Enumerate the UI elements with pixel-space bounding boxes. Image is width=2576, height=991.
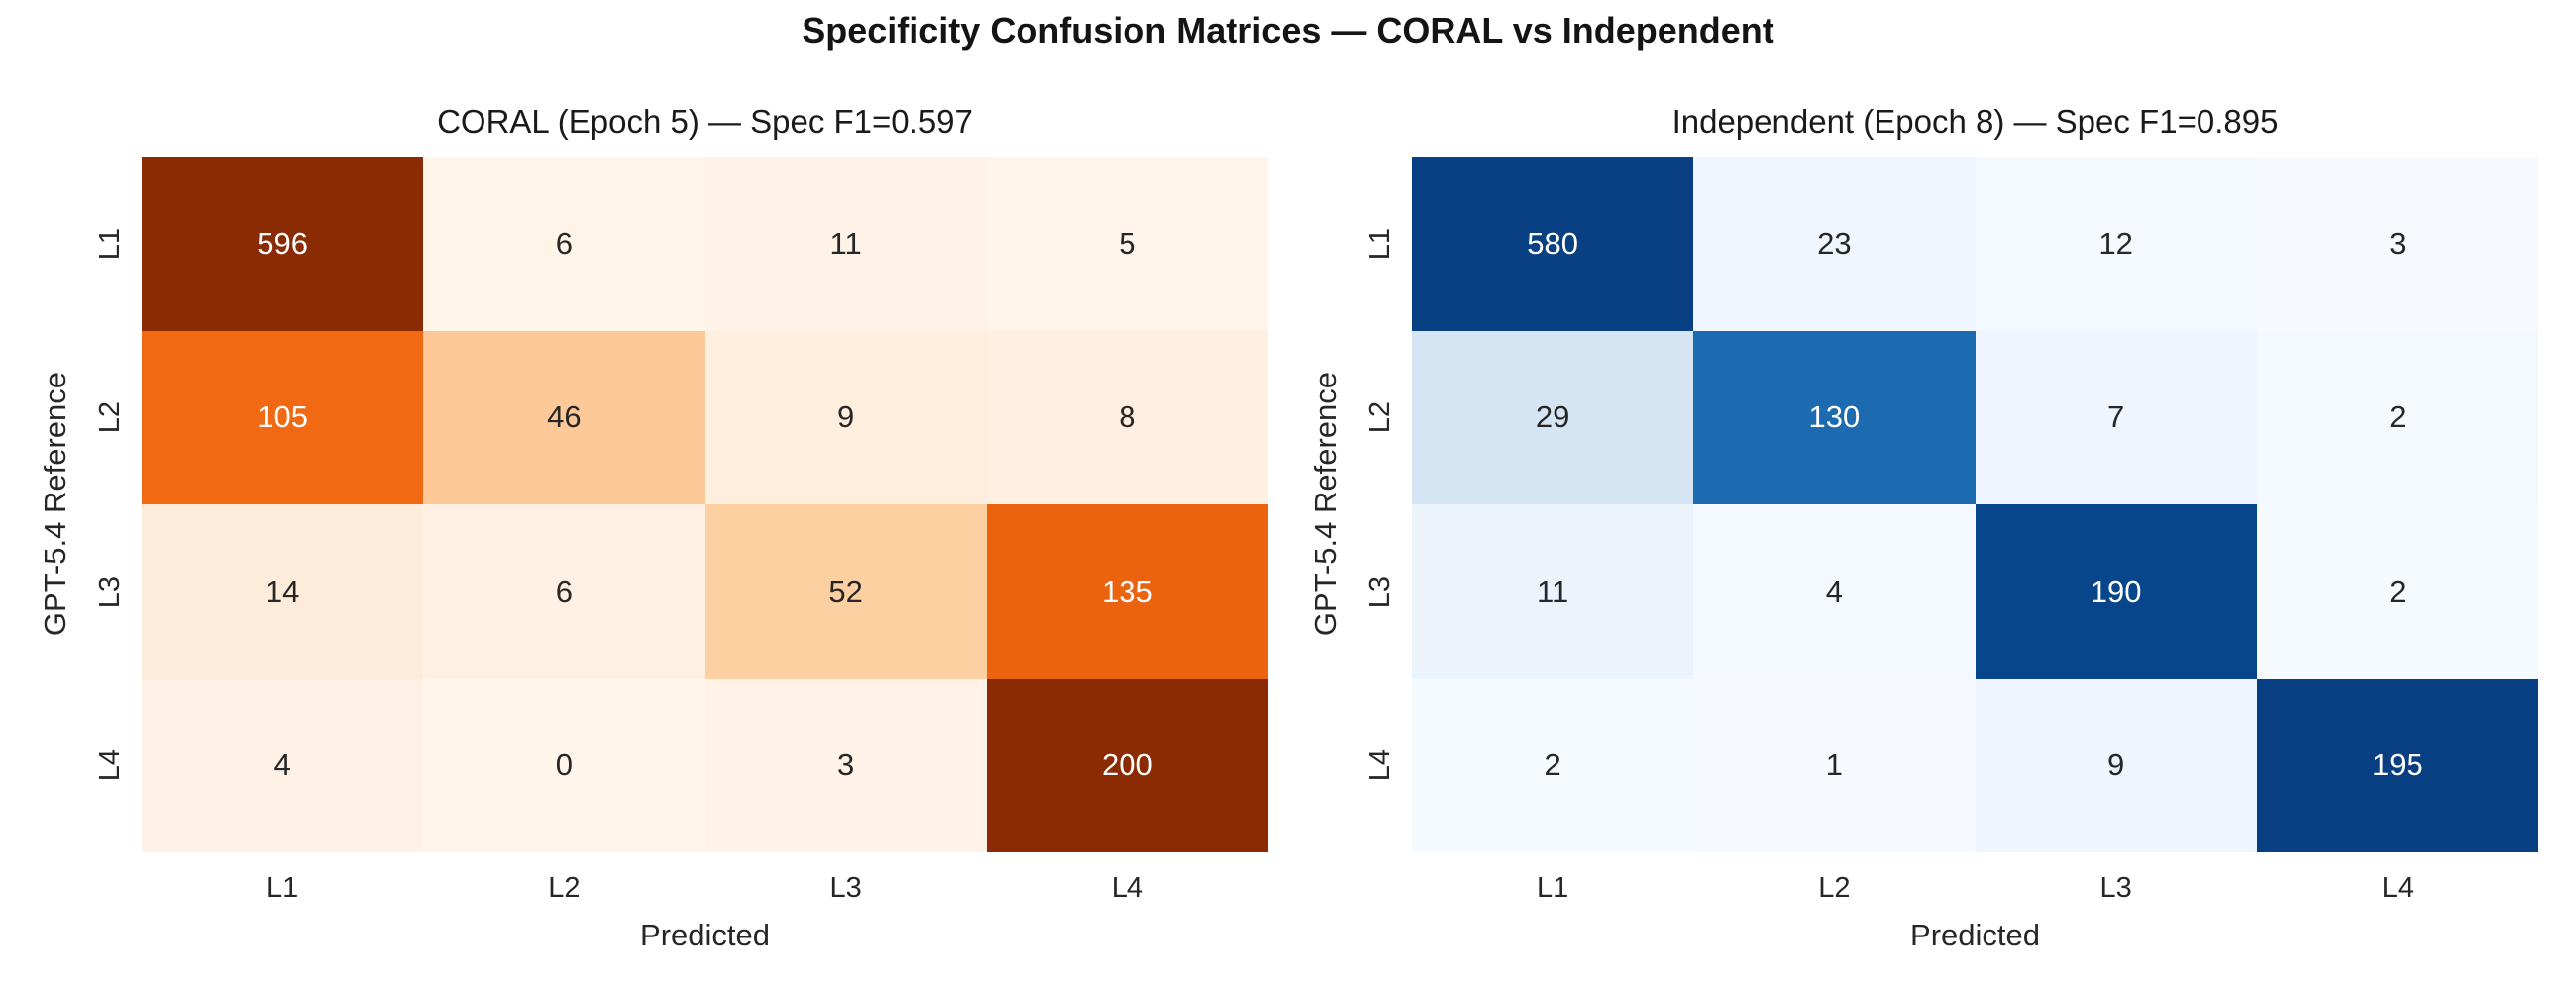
- heatmap-cell: 9: [704, 330, 987, 504]
- heatmap-cell: 5: [986, 157, 1268, 331]
- heatmap-cell: 195: [2256, 678, 2538, 852]
- heatmap-cell: 2: [2256, 330, 2538, 504]
- heatmap-cell: 3: [704, 678, 987, 852]
- heatmap-cell: 29: [1412, 330, 1694, 504]
- heatmap-cell: 105: [142, 330, 424, 504]
- y-tick-label: L1: [93, 227, 126, 260]
- heatmap-cell: 14: [142, 504, 424, 679]
- heatmap-cell: 4: [142, 678, 424, 852]
- x-tick-label: L2: [548, 872, 581, 904]
- y-tick: L3: [1357, 504, 1403, 679]
- y-tick: L1: [1357, 157, 1403, 331]
- heatmap-cell: 6: [423, 157, 705, 331]
- independent-confusion-heatmap: 580 23 12 3 29 130 7 2 11 4 190 2 2 1 9 …: [1412, 157, 2538, 852]
- heatmap-cell: 52: [704, 504, 987, 679]
- coral-y-tick-labels: L1 L2 L3 L4: [87, 157, 133, 852]
- heatmap-cell: 9: [1975, 678, 2257, 852]
- heatmap-cell: 200: [986, 678, 1268, 852]
- x-tick-label: L4: [2381, 872, 2414, 904]
- coral-y-axis-label-box: GPT-5.4 Reference: [34, 157, 77, 852]
- heatmap-cell: 11: [1412, 504, 1694, 679]
- heatmap-cell: 596: [142, 157, 424, 331]
- figure-title: Specificity Confusion Matrices — CORAL v…: [802, 10, 1774, 51]
- y-tick: L1: [87, 157, 133, 331]
- x-tick-label: L3: [829, 872, 862, 904]
- y-tick-label: L2: [93, 401, 126, 434]
- coral-panel-title: CORAL (Epoch 5) — Spec F1=0.597: [437, 103, 973, 140]
- heatmap-cell: 2: [2256, 504, 2538, 679]
- y-tick: L2: [1357, 331, 1403, 505]
- y-tick-label: L1: [1363, 227, 1396, 260]
- coral-x-axis-label: Predicted: [640, 918, 770, 952]
- heatmap-cell: 1: [1693, 678, 1976, 852]
- y-tick: L2: [87, 331, 133, 505]
- x-tick-label: L1: [1536, 872, 1569, 904]
- coral-confusion-heatmap: 596 6 11 5 105 46 9 8 14 6 52 135 4 0 3 …: [142, 157, 1268, 852]
- x-tick-label: L2: [1818, 872, 1851, 904]
- independent-y-axis-label-box: GPT-5.4 Reference: [1304, 157, 1347, 852]
- heatmap-cell: 6: [423, 504, 705, 679]
- heatmap-cell: 0: [423, 678, 705, 852]
- heatmap-cell: 8: [986, 330, 1268, 504]
- heatmap-cell: 2: [1412, 678, 1694, 852]
- heatmap-cell: 3: [2256, 157, 2538, 331]
- coral-x-tick-labels: L1 L2 L3 L4: [142, 872, 1268, 908]
- x-tick-label: L4: [1111, 872, 1143, 904]
- heatmap-cell: 190: [1975, 504, 2257, 679]
- coral-y-axis-label: GPT-5.4 Reference: [38, 372, 72, 637]
- y-tick: L3: [87, 504, 133, 679]
- y-tick-label: L4: [93, 749, 126, 782]
- independent-y-axis-label: GPT-5.4 Reference: [1308, 372, 1342, 637]
- y-tick-label: L3: [1363, 575, 1396, 607]
- x-tick-label: L3: [2099, 872, 2132, 904]
- x-tick-label: L1: [266, 872, 299, 904]
- heatmap-cell: 580: [1412, 157, 1694, 331]
- independent-x-axis-label: Predicted: [1910, 918, 2040, 952]
- heatmap-cell: 135: [986, 504, 1268, 679]
- y-tick: L4: [87, 679, 133, 853]
- heatmap-cell: 23: [1693, 157, 1976, 331]
- independent-y-tick-labels: L1 L2 L3 L4: [1357, 157, 1403, 852]
- y-tick: L4: [1357, 679, 1403, 853]
- independent-panel-title: Independent (Epoch 8) — Spec F1=0.895: [1671, 103, 2279, 140]
- independent-x-tick-labels: L1 L2 L3 L4: [1412, 872, 2538, 908]
- y-tick-label: L3: [93, 575, 126, 607]
- y-tick-label: L2: [1363, 401, 1396, 434]
- heatmap-cell: 11: [704, 157, 987, 331]
- heatmap-cell: 7: [1975, 330, 2257, 504]
- heatmap-cell: 4: [1693, 504, 1976, 679]
- heatmap-cell: 46: [423, 330, 705, 504]
- heatmap-cell: 12: [1975, 157, 2257, 331]
- y-tick-label: L4: [1363, 749, 1396, 782]
- heatmap-cell: 130: [1693, 330, 1976, 504]
